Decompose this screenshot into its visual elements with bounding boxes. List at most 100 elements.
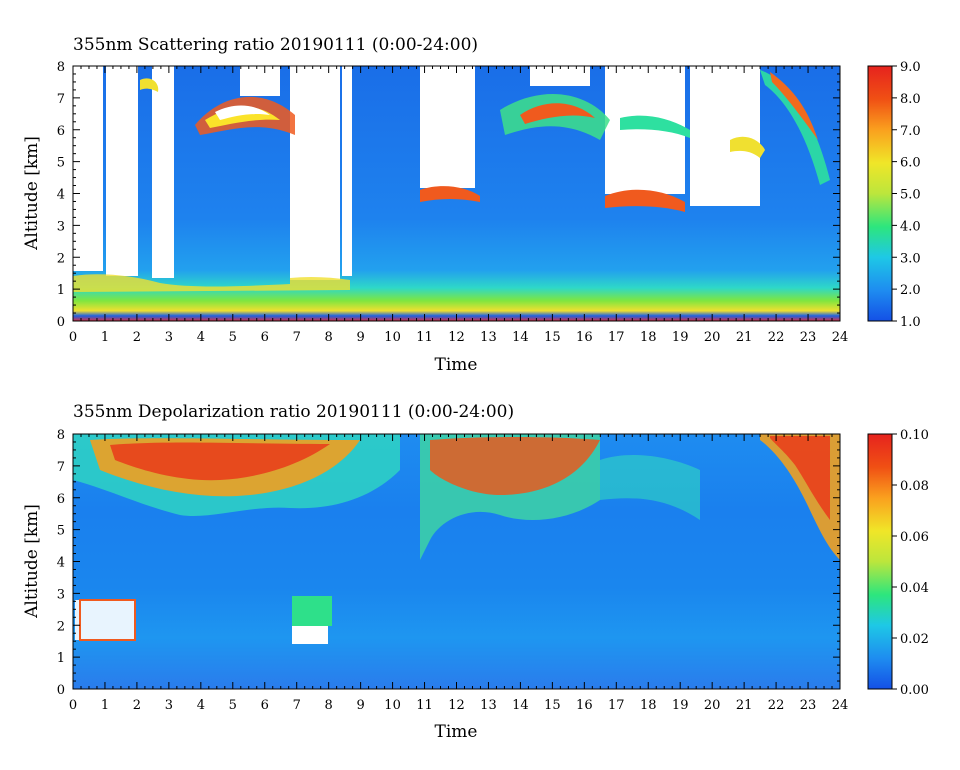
x-tick-label: 12 [448,330,465,345]
depolarization-green-patch [292,596,332,626]
y-tick-label: 6 [57,492,65,507]
scattering-ratio-heatmap [73,66,840,321]
x-tick-label: 9 [356,698,364,713]
x-tick-label: 4 [197,698,205,713]
colorbar-tick-label: 0.10 [900,428,929,443]
x-tick-label: 19 [672,330,689,345]
depolarization-ratio-colorbar-ticks: 0.00 0.02 0.04 0.06 0.08 0.10 [892,428,929,698]
x-tick-label: 4 [197,330,205,345]
x-tick-label: 10 [384,698,401,713]
x-tick-label: 3 [165,330,173,345]
scattering-ratio-x-ticks: 0 1 2 3 4 5 6 7 8 9 10 11 12 13 14 15 16 17 18 19 20 21 22 23 24 [69,66,848,345]
x-tick-label: 16 [576,698,593,713]
depolarization-ratio-x-ticks: 0 1 2 3 4 5 6 7 8 9 10 11 12 13 14 15 16 17 18 19 20 21 22 23 24 [69,434,848,713]
x-tick-label: 0 [69,330,77,345]
colorbar-tick-label: 8.0 [900,92,921,107]
x-tick-label: 15 [544,330,561,345]
scattering-ratio-xlabel: Time [435,355,478,375]
colorbar-tick-label: 2.0 [900,283,921,298]
y-tick-label: 3 [57,587,65,602]
x-tick-label: 22 [768,330,785,345]
y-tick-label: 3 [57,219,65,234]
colorbar-tick-label: 0.00 [900,683,929,698]
x-tick-label: 8 [325,330,333,345]
x-tick-label: 20 [704,330,721,345]
y-tick-label: 7 [57,92,65,107]
colorbar-tick-label: 0.04 [900,581,929,596]
y-tick-label: 0 [57,683,65,698]
colorbar-tick-label: 5.0 [900,188,921,203]
depolarization-ratio-xlabel: Time [435,722,478,742]
x-tick-label: 21 [736,698,753,713]
x-tick-label: 23 [800,698,817,713]
colorbar-tick-label: 4.0 [900,219,921,234]
scattering-ratio-colorbar-ticks: 1.0 2.0 3.0 4.0 5.0 6.0 7.0 8.0 9.0 [892,60,921,330]
x-tick-label: 11 [416,330,433,345]
y-tick-label: 0 [57,315,65,330]
x-tick-label: 24 [832,698,849,713]
x-tick-label: 11 [416,698,433,713]
x-tick-label: 15 [544,698,561,713]
colorbar-tick-label: 0.02 [900,632,929,647]
scattering-ratio-panel: 355nm Scattering ratio 20190111 (0:00-24… [22,35,921,375]
x-tick-label: 8 [325,698,333,713]
scattering-ratio-ylabel: Altitude [km] [22,136,42,251]
y-tick-label: 4 [57,556,65,571]
x-tick-label: 6 [261,698,269,713]
depolarization-white-patch-left [75,600,135,640]
x-tick-label: 9 [356,330,364,345]
x-tick-label: 18 [640,330,657,345]
clear-sky-regions [73,66,760,280]
colorbar-tick-label: 0.08 [900,479,929,494]
x-tick-label: 18 [640,698,657,713]
x-tick-label: 17 [608,330,625,345]
x-tick-label: 7 [293,330,301,345]
y-tick-label: 5 [57,524,65,539]
x-tick-label: 10 [384,330,401,345]
depolarization-ratio-panel: 355nm Depolarization ratio 20190111 (0:0… [22,402,929,742]
high-depolarization-regions [73,434,840,560]
colorbar-tick-label: 9.0 [900,60,921,75]
x-tick-label: 3 [165,698,173,713]
y-tick-label: 8 [57,60,65,75]
y-tick-label: 4 [57,188,65,203]
scattering-ratio-y-ticks: 0 1 2 3 4 5 6 7 8 [57,60,840,330]
x-tick-label: 24 [832,330,849,345]
depolarization-orange-edge [79,599,136,641]
x-tick-label: 19 [672,698,689,713]
x-tick-label: 1 [101,698,109,713]
depolarization-ratio-y-ticks: 0 1 2 3 4 5 6 7 8 [57,428,840,698]
x-tick-label: 14 [512,330,529,345]
x-tick-label: 2 [133,330,141,345]
x-tick-label: 6 [261,330,269,345]
x-tick-label: 21 [736,330,753,345]
scattering-ratio-title: 355nm Scattering ratio 20190111 (0:00-24… [73,35,478,55]
cirrus-layer [140,70,830,212]
y-tick-label: 1 [57,651,65,666]
y-tick-label: 2 [57,619,65,634]
x-tick-label: 14 [512,698,529,713]
colorbar-tick-label: 3.0 [900,251,921,266]
x-tick-label: 1 [101,330,109,345]
x-tick-label: 13 [480,330,497,345]
y-tick-label: 1 [57,283,65,298]
colorbar-tick-label: 7.0 [900,124,921,139]
depolarization-white-patch [292,626,328,644]
y-tick-label: 6 [57,124,65,139]
x-tick-label: 16 [576,330,593,345]
depolarization-ratio-heatmap [73,434,840,689]
y-tick-label: 8 [57,428,65,443]
colorbar-tick-label: 1.0 [900,315,921,330]
depolarization-ratio-colorbar [867,433,893,690]
scattering-ratio-colorbar [867,65,893,322]
x-tick-label: 0 [69,698,77,713]
x-tick-label: 20 [704,698,721,713]
y-tick-label: 5 [57,156,65,171]
colorbar-tick-label: 0.06 [900,530,929,545]
x-tick-label: 23 [800,330,817,345]
boundary-layer-top [73,274,350,292]
x-tick-label: 17 [608,698,625,713]
y-tick-label: 7 [57,460,65,475]
colorbar-tick-label: 6.0 [900,156,921,171]
